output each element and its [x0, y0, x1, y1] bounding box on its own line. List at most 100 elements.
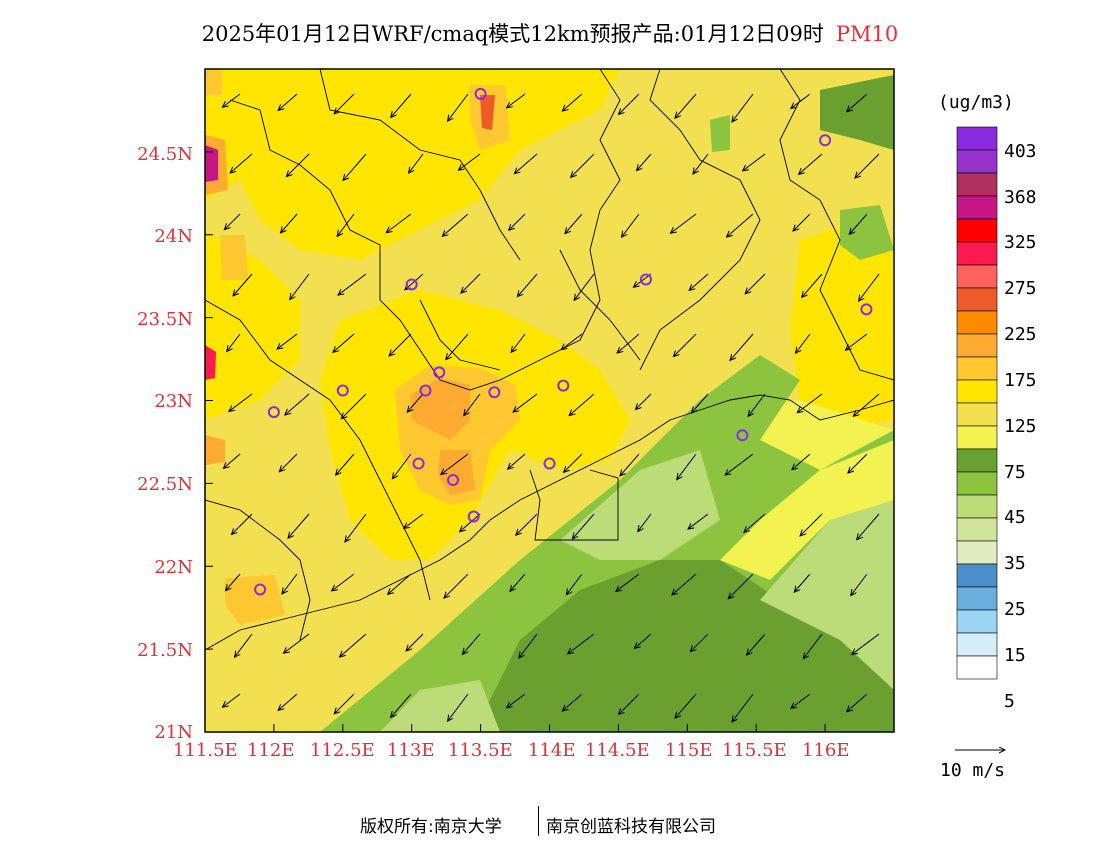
field-band: [720, 440, 894, 580]
legend-unit: (ug/m3): [938, 92, 1014, 113]
wind-arrow: [792, 453, 811, 470]
lon-label: 113.5E: [448, 740, 513, 761]
lon-label: 114.5E: [585, 740, 650, 761]
wind-arrow: [634, 633, 652, 648]
station-marker: [639, 273, 652, 286]
legend-colorbar: [956, 126, 998, 680]
field-green: [480, 560, 894, 732]
wind-arrow: [510, 573, 526, 591]
wind-arrow: [802, 273, 823, 297]
lon-label: 115E: [665, 740, 713, 761]
legend-swatch: [956, 149, 998, 174]
wind-arrow: [633, 273, 652, 287]
legend-label: 15: [1004, 645, 1026, 666]
district-boundary: [419, 299, 501, 371]
wind-arrow: [848, 453, 868, 473]
field-orange: [205, 435, 225, 465]
wind-arrow: [229, 393, 253, 411]
wind-arrow: [345, 513, 367, 542]
legend-label: 325: [1004, 232, 1037, 253]
wind-arrow: [748, 393, 766, 416]
legend-label: 5: [1004, 691, 1015, 712]
station-marker: [412, 457, 425, 470]
lat-label: 23N: [154, 391, 193, 412]
field-green: [820, 75, 894, 150]
wind-arrow: [516, 513, 538, 535]
wind-arrow: [562, 693, 583, 711]
wind-arrow: [448, 93, 469, 121]
wind-arrow: [341, 393, 367, 419]
wind-arrow: [448, 693, 469, 721]
wind-arrow: [566, 573, 583, 595]
wind-arrow: [677, 453, 697, 480]
field-red: [205, 145, 218, 182]
wind-arrow: [507, 93, 526, 108]
monitoring-stations: [254, 87, 873, 596]
wind-arrow: [794, 573, 811, 592]
legend-label: 125: [1004, 416, 1037, 437]
wind-arrow: [290, 273, 310, 300]
wind-arrow: [404, 513, 424, 528]
wind-arrow: [793, 213, 811, 231]
wind-arrow: [616, 573, 640, 591]
wind-arrow: [337, 213, 355, 236]
legend-label: 25: [1004, 599, 1026, 620]
wind-arrow: [791, 693, 811, 708]
station-marker: [433, 366, 446, 379]
wind-arrow: [514, 153, 538, 174]
footer-company: 南京创蓝科技有限公司: [546, 817, 716, 837]
wind-arrow: [725, 453, 754, 475]
lon-label: 112E: [247, 740, 295, 761]
wind-arrow: [732, 93, 754, 122]
lon-label: 113E: [387, 740, 435, 761]
district-boundary: [529, 469, 619, 541]
wind-arrow: [561, 333, 583, 350]
wind-arrow: [562, 93, 583, 111]
legend-label: 368: [1004, 187, 1037, 208]
wind-arrow: [617, 333, 640, 353]
title-species: PM10: [835, 22, 899, 46]
wind-arrow: [227, 333, 241, 352]
wind-arrow: [281, 213, 298, 233]
legend-label: 35: [1004, 553, 1026, 574]
legend-swatch: [956, 356, 998, 381]
field-orange: [205, 69, 222, 95]
wind-arrow: [847, 693, 868, 712]
wind-arrow: [226, 573, 241, 591]
field-red: [205, 345, 216, 380]
legend-swatch: [956, 402, 998, 427]
legend-label: 403: [1004, 141, 1037, 162]
wind-arrow: [444, 573, 469, 598]
wind-arrow: [732, 693, 754, 722]
station-marker: [254, 583, 267, 596]
axis-ticks: [204, 151, 826, 733]
wind-arrow: [222, 93, 241, 107]
wind-arrow: [332, 573, 355, 591]
wind-arrow: [391, 93, 412, 117]
lon-label: 115.5E: [722, 740, 787, 761]
province-boundary: [229, 69, 621, 391]
wind-arrow: [340, 633, 367, 657]
wind-arrow: [618, 693, 640, 715]
legend-swatch: [956, 609, 998, 634]
lat-label: 21N: [154, 722, 193, 743]
field-orange: [438, 450, 475, 495]
wind-arrow: [849, 213, 868, 234]
wind-arrow: [799, 153, 823, 174]
wind-arrow: [791, 93, 811, 108]
footer-copyright: 版权所有:南京大学: [360, 817, 502, 837]
wind-arrow: [507, 693, 526, 708]
province-boundary: [639, 69, 761, 371]
station-marker: [543, 457, 556, 470]
wind-arrow: [333, 333, 355, 352]
lat-label: 22N: [154, 557, 193, 578]
wind-arrow: [461, 273, 481, 293]
lat-label: 24N: [154, 226, 193, 247]
station-marker: [447, 474, 460, 487]
wind-arrow: [688, 513, 709, 529]
wind-arrow: [675, 93, 697, 118]
wind-arrow: [223, 453, 241, 468]
station-marker: [336, 384, 349, 397]
legend-swatch: [956, 195, 998, 220]
field-green: [840, 205, 894, 260]
